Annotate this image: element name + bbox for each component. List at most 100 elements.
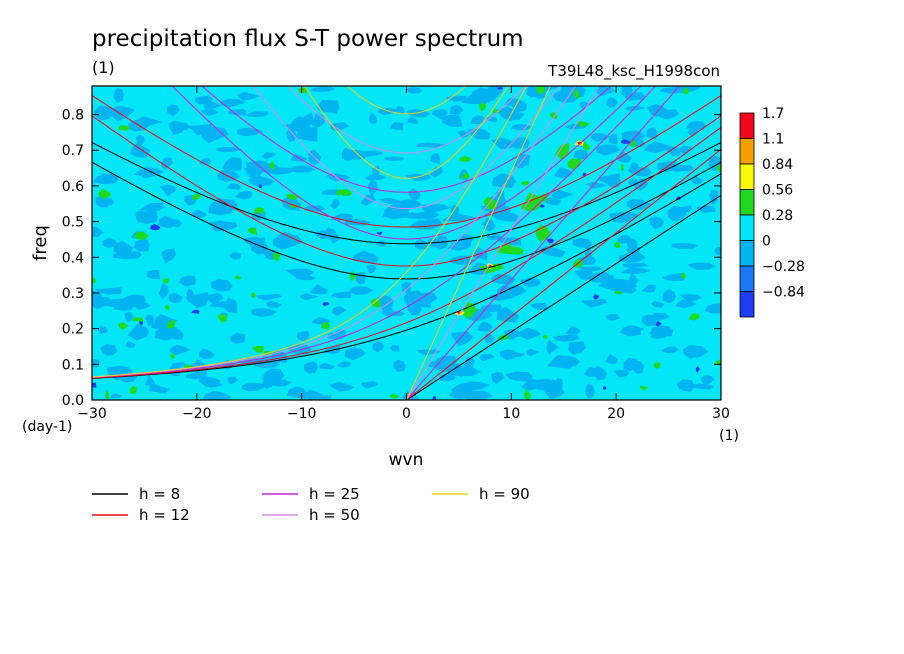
colorbar-label: 0.56 bbox=[762, 183, 793, 199]
low-power-patch bbox=[605, 314, 621, 321]
high-power-patch bbox=[620, 163, 624, 172]
high-power-patch bbox=[251, 345, 264, 353]
low-power-patch bbox=[309, 284, 329, 295]
low-power-patch bbox=[485, 233, 502, 241]
low-power-patch bbox=[628, 162, 639, 175]
colorbar-swatch bbox=[739, 189, 755, 216]
y-tick-label: 0.1 bbox=[62, 357, 84, 373]
x-axis: −30 −20 −10 0 10 20 30 bbox=[77, 86, 730, 422]
low-power-patch bbox=[332, 306, 347, 316]
low-power-patch bbox=[421, 204, 452, 213]
low-power-patch bbox=[149, 383, 170, 394]
x-tick-label: −20 bbox=[182, 406, 212, 422]
x-axis-label: wvn bbox=[389, 450, 424, 470]
low-power-patch bbox=[144, 374, 155, 389]
low-power-patch bbox=[255, 293, 282, 301]
low-power-patch bbox=[623, 357, 638, 372]
low-power-patch bbox=[154, 325, 178, 341]
low-power-patch bbox=[690, 383, 715, 390]
low-power-patch bbox=[393, 359, 406, 372]
low-power-patch bbox=[633, 167, 652, 177]
low-power-patch bbox=[401, 281, 411, 293]
low-power-patch bbox=[714, 246, 721, 255]
colorbar-label: 1.7 bbox=[762, 106, 784, 122]
low-power-patch bbox=[613, 370, 630, 378]
dispersion-curve bbox=[92, 115, 721, 267]
dispersion-curve bbox=[252, 86, 561, 210]
very-low-power-patch bbox=[191, 309, 200, 314]
low-power-patch bbox=[224, 297, 238, 313]
low-power-patch bbox=[608, 133, 618, 145]
low-power-patch bbox=[626, 245, 640, 256]
low-power-patch bbox=[646, 127, 658, 140]
low-power-patch bbox=[341, 147, 356, 161]
low-power-patch bbox=[641, 314, 660, 327]
low-power-patch bbox=[133, 239, 150, 252]
high-power-patch bbox=[683, 86, 690, 95]
low-power-patch bbox=[504, 98, 519, 106]
low-power-patch bbox=[580, 299, 608, 308]
very-low-power-patch bbox=[258, 184, 262, 189]
low-power-patch bbox=[605, 354, 619, 364]
high-power-patch bbox=[630, 140, 636, 148]
low-power-patch bbox=[209, 301, 232, 308]
low-power-patch bbox=[621, 133, 645, 141]
high-power-patch bbox=[535, 86, 545, 94]
dispersion-curve bbox=[406, 86, 601, 400]
low-power-patch bbox=[676, 379, 695, 392]
low-power-patch bbox=[135, 210, 145, 224]
low-power-patch bbox=[321, 189, 340, 195]
low-power-patch bbox=[675, 299, 698, 309]
low-power-patch bbox=[375, 240, 386, 247]
low-power-patch bbox=[139, 202, 165, 212]
low-power-patch bbox=[660, 346, 679, 354]
low-power-patch bbox=[266, 300, 282, 308]
high-power-patch bbox=[340, 188, 353, 197]
high-power-patch bbox=[250, 292, 256, 298]
low-power-patch bbox=[360, 194, 377, 206]
low-power-patch bbox=[705, 303, 721, 314]
high-power-patch bbox=[496, 246, 524, 255]
low-power-patch bbox=[543, 387, 565, 400]
low-power-patch bbox=[458, 130, 471, 138]
dispersion-curve bbox=[92, 142, 721, 245]
colorbar-label: −0.28 bbox=[762, 259, 805, 275]
low-power-patch bbox=[625, 92, 645, 101]
low-power-patch bbox=[226, 183, 242, 190]
low-power-patch bbox=[365, 265, 377, 274]
low-power-patch bbox=[622, 262, 650, 269]
low-power-patch bbox=[158, 283, 169, 300]
very-low-power-patch bbox=[376, 231, 382, 235]
low-power-patch bbox=[552, 334, 580, 342]
x-tick-label: 30 bbox=[712, 406, 730, 422]
chart-title: precipitation flux S-T power spectrum bbox=[92, 26, 524, 52]
high-power-patch bbox=[479, 102, 487, 112]
low-power-patch bbox=[227, 376, 238, 385]
low-power-patch bbox=[394, 105, 405, 115]
low-power-patch bbox=[244, 111, 269, 118]
spectral-power-field bbox=[92, 86, 721, 400]
low-power-patch bbox=[94, 287, 122, 295]
low-power-patch bbox=[218, 221, 238, 232]
high-power-patch bbox=[614, 291, 623, 295]
low-power-patch bbox=[384, 156, 406, 161]
high-power-patch bbox=[654, 362, 661, 369]
low-power-patch bbox=[592, 365, 607, 381]
low-power-patch bbox=[624, 325, 645, 332]
high-power-patch bbox=[247, 227, 258, 235]
low-power-patch bbox=[210, 278, 233, 292]
y-axis-label: freq bbox=[30, 225, 51, 261]
dispersion-curve bbox=[346, 86, 467, 115]
low-power-patch bbox=[442, 114, 463, 127]
low-power-patch bbox=[304, 112, 314, 125]
low-power-patch bbox=[701, 375, 715, 386]
low-power-patch bbox=[491, 372, 505, 385]
colorbar-swatch bbox=[739, 291, 755, 318]
dispersion-curve bbox=[92, 173, 721, 379]
y-tick-label: 0.6 bbox=[62, 179, 84, 195]
low-power-patch bbox=[344, 347, 366, 361]
dispersion-curve bbox=[304, 86, 509, 179]
high-power-patch bbox=[234, 275, 242, 280]
dispersion-curve bbox=[92, 126, 721, 379]
